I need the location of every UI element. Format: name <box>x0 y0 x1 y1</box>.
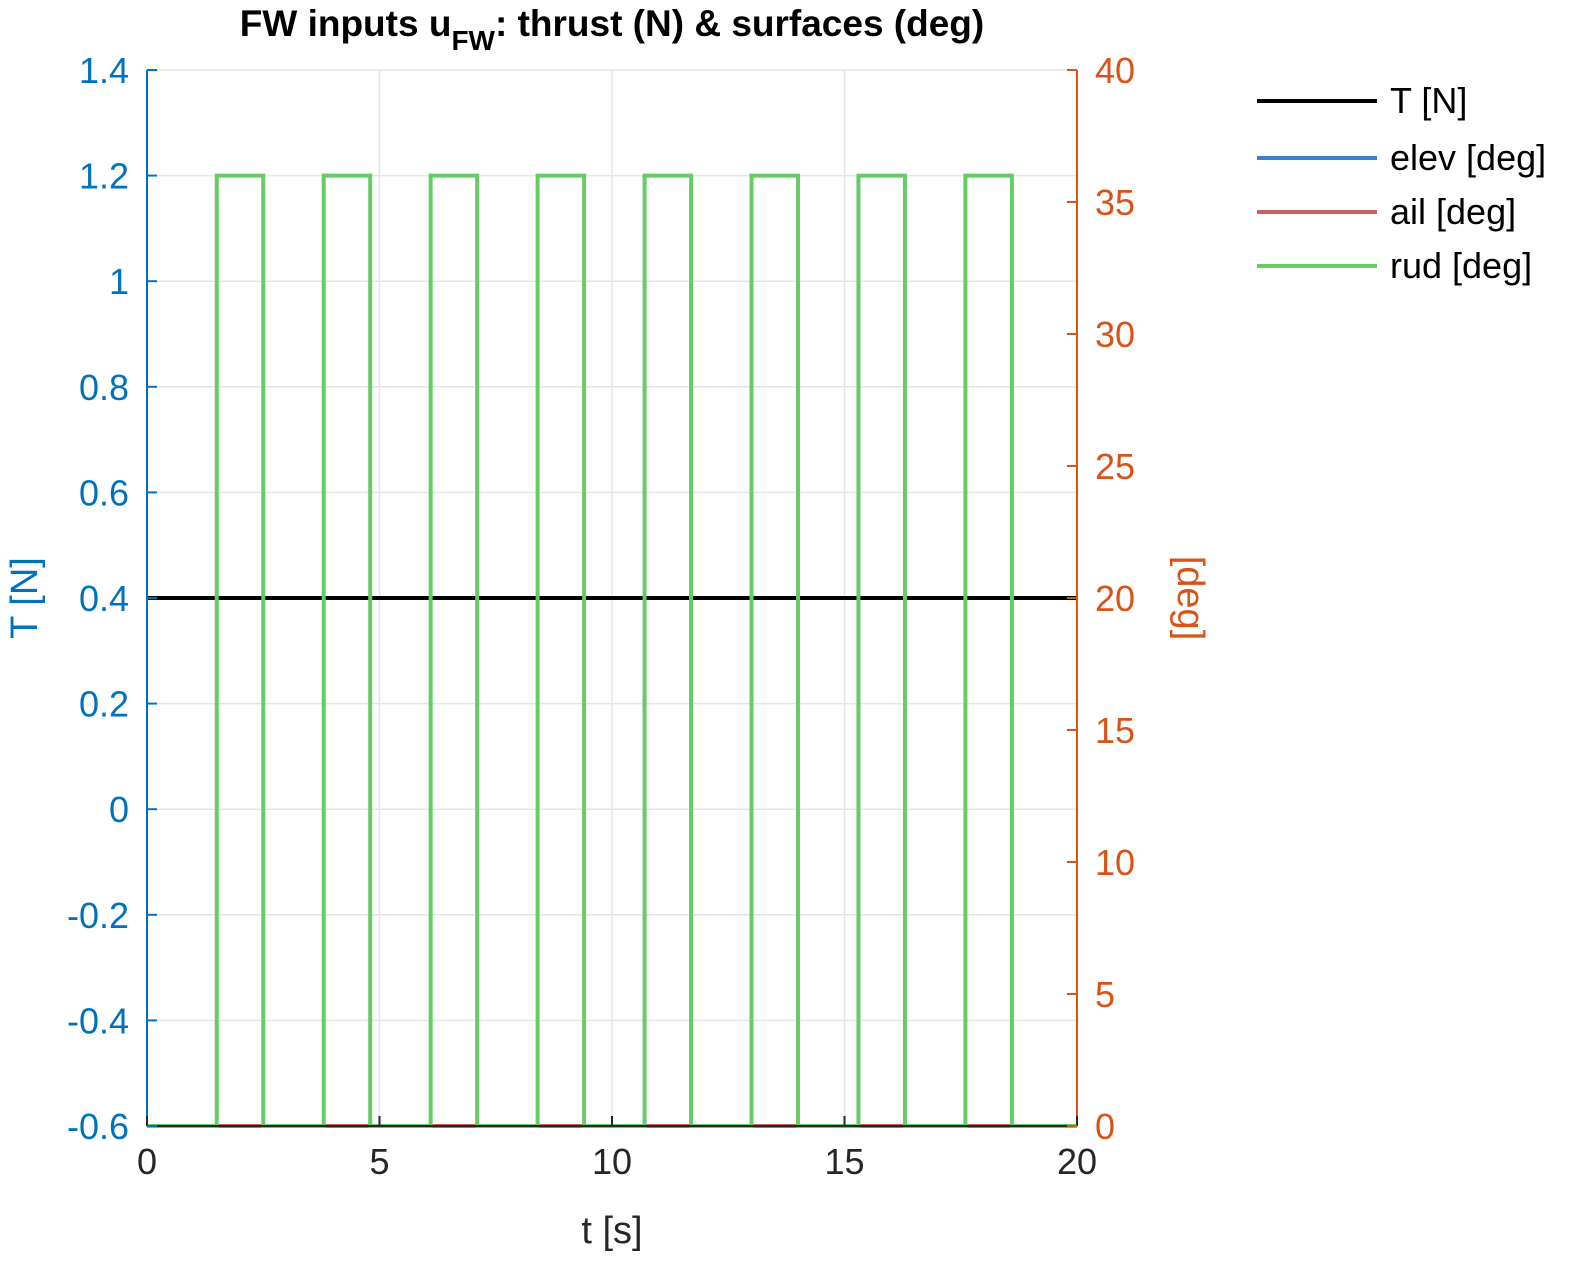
chart-title: FW inputs uFW: thrust (N) & surfaces (de… <box>240 3 984 56</box>
y-left-tick-label: -0.4 <box>67 1000 129 1041</box>
y-left-tick-label: 1 <box>109 261 129 302</box>
x-axis-label: t [s] <box>581 1210 642 1252</box>
axes <box>146 69 1078 1127</box>
legend-label-ail: ail [deg] <box>1390 191 1516 232</box>
y-left-axis-label: T [N] <box>4 557 46 639</box>
y-left-tick-label: 1.2 <box>79 156 129 197</box>
y-right-tick-label: 35 <box>1095 182 1135 223</box>
x-tick-label: 10 <box>592 1141 632 1182</box>
y-left-tick-label: 0.8 <box>79 367 129 408</box>
legend-label-elev: elev [deg] <box>1390 137 1546 178</box>
y-right-tick-label: 5 <box>1095 974 1115 1015</box>
y-left-tick-label: 1.4 <box>79 50 129 91</box>
y-right-tick-label: 40 <box>1095 50 1135 91</box>
y-right-tick-label: 30 <box>1095 314 1135 355</box>
x-tick-label: 15 <box>824 1141 864 1182</box>
x-tick-label: 0 <box>137 1141 157 1182</box>
y-left-tick-label: 0.2 <box>79 684 129 725</box>
tick-labels: 0 5 10 15 20 -0.6 -0.4 -0.2 0 0.2 0.4 0.6 0.8 1 1.2 1.4… <box>67 50 1135 1182</box>
y-right-axis-label: [deg] <box>1169 556 1211 641</box>
legend-label-rud: rud [deg] <box>1390 245 1532 286</box>
x-tick-label: 5 <box>369 1141 389 1182</box>
legend-label-t: T [N] <box>1390 80 1467 121</box>
y-right-tick-label: 15 <box>1095 710 1135 751</box>
y-left-tick-label: 0.6 <box>79 472 129 513</box>
x-tick-label: 20 <box>1057 1141 1097 1182</box>
y-left-tick-label: -0.2 <box>67 895 129 936</box>
y-left-tick-label: 0.4 <box>79 578 129 619</box>
legend: T [N] elev [deg] ail [deg] rud [deg] <box>1257 80 1546 286</box>
y-right-tick-label: 25 <box>1095 446 1135 487</box>
y-left-tick-label: 0 <box>109 789 129 830</box>
y-right-tick-label: 10 <box>1095 842 1135 883</box>
y-left-tick-label: -0.6 <box>67 1106 129 1147</box>
y-right-tick-label: 0 <box>1095 1106 1115 1147</box>
y-right-tick-label: 20 <box>1095 578 1135 619</box>
